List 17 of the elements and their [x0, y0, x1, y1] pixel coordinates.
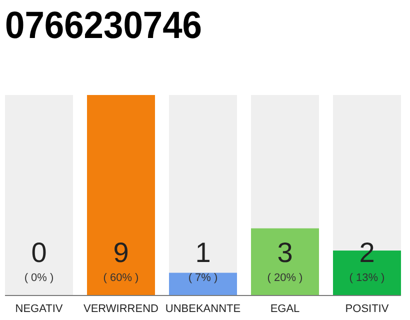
x-tick-label: EGAL: [270, 303, 300, 315]
bar: [169, 272, 237, 295]
annotation: ( 7% ): [188, 272, 218, 284]
annotation: ( 0% ): [24, 272, 54, 284]
chart-title: 0766230746: [5, 5, 216, 47]
data-label: 3: [277, 237, 293, 268]
bar: [87, 95, 155, 295]
x-tick-label: POSITIV: [345, 303, 390, 315]
data-label: 9: [113, 237, 129, 268]
annotation: ( 13% ): [349, 272, 385, 284]
annotation: ( 60% ): [103, 272, 139, 284]
data-label: 0: [31, 237, 47, 268]
x-tick-label: VERWIRREND: [84, 303, 159, 315]
x-tick-label: NEGATIV: [15, 303, 64, 315]
data-label: 1: [195, 237, 211, 268]
x-tick-label: UNBEKANNTE: [165, 303, 241, 315]
annotation: ( 20% ): [267, 272, 303, 284]
